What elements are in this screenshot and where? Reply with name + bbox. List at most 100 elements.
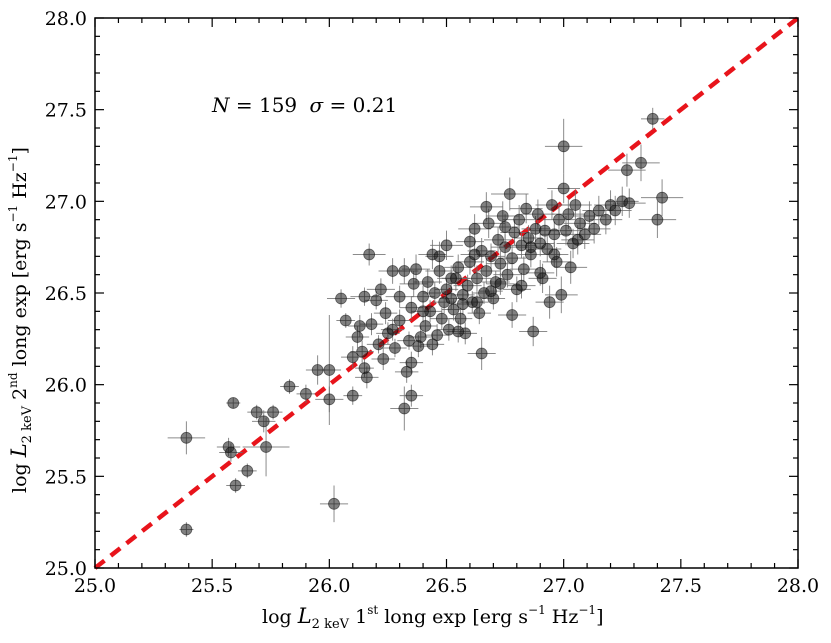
data-point bbox=[267, 406, 279, 419]
data-point bbox=[609, 204, 622, 217]
data-point bbox=[398, 265, 411, 277]
y-axis-label: log L2 keV 2nd long exp [erg s−1 Hz−1] bbox=[6, 147, 35, 493]
data-point bbox=[557, 182, 570, 195]
data-point bbox=[372, 338, 385, 351]
data-point bbox=[419, 320, 432, 332]
data-point bbox=[445, 272, 458, 285]
data-point bbox=[227, 397, 240, 409]
data-point bbox=[398, 402, 411, 415]
data-point bbox=[501, 268, 514, 281]
data-point bbox=[471, 296, 483, 309]
data-point bbox=[475, 347, 488, 360]
x-axis-label: log L2 keV 1st long exp [erg s−1 Hz−1] bbox=[262, 603, 603, 632]
data-point bbox=[506, 309, 519, 321]
data-point bbox=[225, 446, 237, 459]
data-point bbox=[517, 263, 530, 276]
data-point bbox=[553, 213, 565, 226]
data-point bbox=[560, 224, 572, 237]
data-point bbox=[405, 301, 418, 314]
data-point bbox=[447, 303, 460, 316]
data-point bbox=[482, 217, 495, 230]
data-point bbox=[283, 380, 296, 393]
data-point bbox=[562, 208, 575, 221]
data-point bbox=[440, 283, 453, 296]
data-point bbox=[621, 164, 633, 177]
data-point bbox=[646, 112, 659, 125]
data-point bbox=[360, 371, 373, 384]
data-point bbox=[431, 329, 444, 342]
data-point bbox=[440, 239, 453, 252]
data-point bbox=[356, 345, 369, 358]
data-point bbox=[499, 221, 511, 233]
data-point bbox=[527, 325, 540, 338]
data-point bbox=[250, 406, 263, 419]
data-point bbox=[564, 261, 577, 274]
data-point bbox=[651, 213, 664, 226]
stats-annotation: N = 159 σ = 0.21 bbox=[211, 93, 397, 117]
data-point bbox=[410, 263, 422, 276]
data-point bbox=[346, 351, 359, 364]
data-point bbox=[328, 497, 340, 510]
data-point bbox=[468, 248, 481, 261]
y-tick-label: 26.5 bbox=[45, 283, 87, 305]
data-point bbox=[583, 210, 596, 222]
data-point bbox=[421, 276, 434, 288]
data-point bbox=[555, 288, 568, 301]
data-point bbox=[574, 217, 586, 230]
data-point bbox=[494, 257, 507, 270]
data-point bbox=[445, 292, 458, 305]
data-point bbox=[548, 228, 561, 241]
data-point bbox=[457, 298, 469, 310]
data-point bbox=[464, 235, 476, 248]
data-point bbox=[229, 479, 242, 492]
data-point bbox=[513, 213, 526, 226]
plot-frame bbox=[94, 17, 799, 569]
data-point bbox=[363, 248, 376, 261]
data-point bbox=[257, 415, 270, 428]
data-point bbox=[386, 265, 399, 277]
y-tick-label: 25.5 bbox=[45, 466, 87, 488]
data-points bbox=[180, 112, 668, 536]
data-point bbox=[241, 464, 254, 477]
data-point bbox=[592, 204, 605, 217]
data-point bbox=[374, 283, 387, 296]
data-point bbox=[407, 277, 420, 290]
x-tick-label: 26.0 bbox=[308, 575, 350, 597]
data-point bbox=[534, 266, 547, 279]
data-point bbox=[180, 431, 193, 444]
data-point bbox=[180, 523, 193, 536]
data-point bbox=[405, 389, 418, 402]
data-point bbox=[433, 250, 446, 263]
data-point bbox=[323, 393, 336, 406]
data-point bbox=[485, 285, 497, 298]
x-tick-label: 26.5 bbox=[425, 575, 467, 597]
y-tick-label: 26.0 bbox=[45, 375, 87, 397]
data-point bbox=[403, 334, 415, 347]
data-point bbox=[260, 441, 272, 453]
data-point bbox=[480, 265, 493, 277]
data-point bbox=[499, 241, 511, 254]
data-point bbox=[496, 210, 509, 222]
data-point bbox=[508, 226, 521, 239]
data-point bbox=[485, 250, 497, 263]
data-point bbox=[389, 342, 401, 354]
data-point bbox=[452, 325, 465, 338]
x-tick-label: 27.5 bbox=[660, 575, 702, 597]
data-point bbox=[414, 331, 427, 343]
data-point bbox=[524, 241, 537, 254]
data-point bbox=[386, 323, 399, 336]
data-point bbox=[599, 213, 612, 226]
data-point bbox=[503, 188, 516, 200]
data-point bbox=[454, 312, 467, 325]
data-point bbox=[480, 200, 493, 213]
data-point bbox=[571, 233, 584, 246]
data-point bbox=[393, 314, 406, 327]
data-point bbox=[557, 140, 570, 153]
data-point bbox=[393, 290, 406, 303]
data-point bbox=[400, 365, 413, 378]
data-point bbox=[531, 208, 544, 221]
data-point bbox=[461, 279, 474, 292]
data-point bbox=[358, 290, 371, 303]
data-point bbox=[494, 277, 507, 290]
